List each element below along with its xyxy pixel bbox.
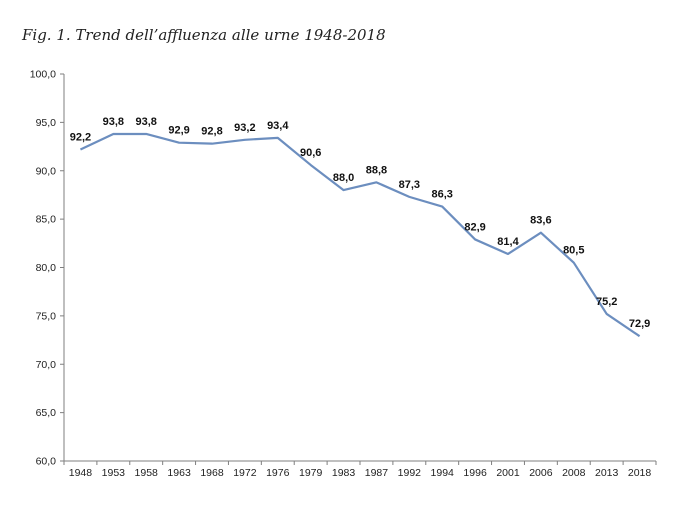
- data-label: 88,8: [366, 164, 387, 176]
- data-label: 83,6: [530, 215, 551, 227]
- x-tick-label: 1953: [102, 467, 126, 479]
- x-tick-label: 2008: [562, 467, 586, 479]
- x-axis-ticks: 1948 1953 1958 1963 1968 1972 1976 1979 1983 1987…: [63, 461, 657, 479]
- x-tick-label: 1958: [135, 467, 159, 479]
- y-tick-label: 80,0: [36, 262, 57, 274]
- data-label: 93,8: [103, 116, 124, 128]
- x-tick-label: 1996: [463, 467, 487, 479]
- y-tick-label: 100,0: [30, 69, 56, 81]
- data-label: 93,8: [136, 116, 157, 128]
- data-label: 92,9: [168, 125, 189, 137]
- x-tick-label: 1983: [332, 467, 356, 479]
- data-label: 87,3: [399, 179, 420, 191]
- data-label: 86,3: [432, 189, 453, 201]
- chart-axes: [63, 74, 656, 462]
- x-tick-label: 1948: [69, 467, 93, 479]
- x-tick-label: 1968: [200, 467, 224, 479]
- x-tick-label: 1972: [233, 467, 257, 479]
- x-tick-label: 1963: [167, 467, 191, 479]
- data-label: 93,4: [267, 120, 289, 132]
- y-tick-label: 95,0: [36, 117, 57, 129]
- data-labels: 92,2 93,8 93,8 92,9 92,8 93,2 93,4 90,6 88,0 88,8…: [70, 116, 651, 330]
- series-line: [79, 132, 641, 338]
- series-group: [79, 132, 641, 338]
- x-tick-label: 2006: [529, 467, 553, 479]
- y-tick-label: 85,0: [36, 214, 57, 226]
- data-label: 80,5: [563, 245, 584, 257]
- data-label: 92,8: [201, 126, 222, 138]
- y-tick-label: 90,0: [36, 165, 57, 177]
- data-label: 88,0: [333, 172, 354, 184]
- x-tick-label: 1992: [398, 467, 422, 479]
- data-label: 93,2: [234, 122, 255, 134]
- data-label: 72,9: [629, 318, 650, 330]
- x-tick-label: 1979: [299, 467, 323, 479]
- y-axis-ticks: 60,0 65,0 70,0 75,0 80,0 85,0 90,0 95,0 100,0: [30, 69, 64, 468]
- y-tick-label: 60,0: [36, 456, 57, 468]
- data-label: 81,4: [497, 236, 519, 248]
- x-tick-label: 2018: [628, 467, 652, 479]
- y-tick-label: 70,0: [36, 359, 57, 371]
- x-tick-label: 1994: [431, 467, 455, 479]
- x-tick-label: 1976: [266, 467, 290, 479]
- y-tick-label: 75,0: [36, 310, 57, 322]
- data-label: 90,6: [300, 147, 321, 159]
- data-label: 92,2: [70, 131, 91, 143]
- y-tick-label: 65,0: [36, 407, 57, 419]
- data-label: 82,9: [464, 221, 485, 233]
- figure-caption: Fig. 1. Trend dell’affluenza alle urne 1…: [22, 26, 386, 44]
- data-label: 75,2: [596, 296, 617, 308]
- x-tick-label: 2001: [496, 467, 520, 479]
- x-tick-label: 1987: [365, 467, 389, 479]
- x-tick-label: 2013: [595, 467, 619, 479]
